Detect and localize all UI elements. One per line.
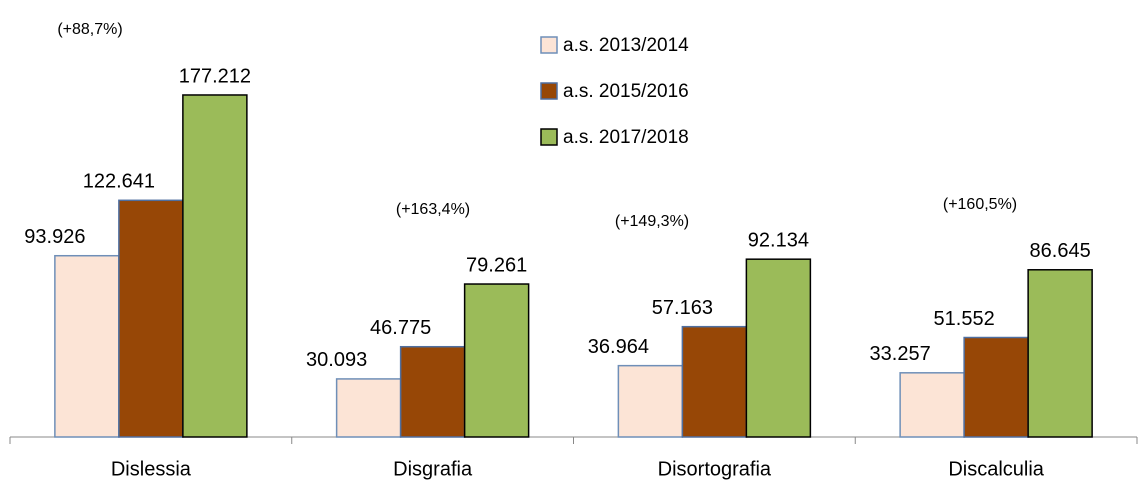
legend-label: a.s. 2015/2016 xyxy=(563,81,689,102)
data-label: 30.093 xyxy=(306,349,367,371)
bar xyxy=(182,94,248,438)
bar xyxy=(745,258,812,438)
data-label: 36.964 xyxy=(588,336,649,358)
data-label: 46.775 xyxy=(370,317,431,339)
legend-swatch xyxy=(540,36,558,54)
data-label: 177.212 xyxy=(179,65,251,87)
bar xyxy=(399,345,466,438)
annotation: (+163,4%) xyxy=(396,201,470,218)
bar xyxy=(118,199,184,438)
data-label: 33.257 xyxy=(870,343,931,365)
annotation: (+149,3%) xyxy=(615,213,689,230)
legend-swatch xyxy=(540,82,558,100)
x-tick-label: Disortografia xyxy=(658,458,772,480)
data-label: 92.134 xyxy=(748,229,809,251)
legend-swatch xyxy=(540,128,558,146)
bar xyxy=(899,372,965,438)
x-tick-label: Disgrafia xyxy=(393,458,473,480)
bar xyxy=(617,364,684,438)
data-label: 57.163 xyxy=(652,297,713,319)
bar xyxy=(963,336,1029,438)
data-label: 93.926 xyxy=(24,226,85,248)
data-label: 122.641 xyxy=(83,171,155,193)
x-tick-label: Discalculia xyxy=(948,458,1044,480)
legend-label: a.s. 2013/2014 xyxy=(563,35,689,56)
annotation: (+160,5%) xyxy=(943,196,1017,213)
bar xyxy=(1027,269,1093,438)
bar xyxy=(335,378,402,438)
bar xyxy=(463,283,530,438)
data-label: 86.645 xyxy=(1030,240,1091,262)
bar xyxy=(54,254,120,438)
data-label: 79.261 xyxy=(466,254,527,276)
x-tick-label: Dislessia xyxy=(111,458,192,480)
annotation: (+88,7%) xyxy=(57,21,122,38)
bar xyxy=(681,325,748,438)
legend-label: a.s. 2017/2018 xyxy=(563,127,689,148)
data-label: 51.552 xyxy=(934,308,995,330)
